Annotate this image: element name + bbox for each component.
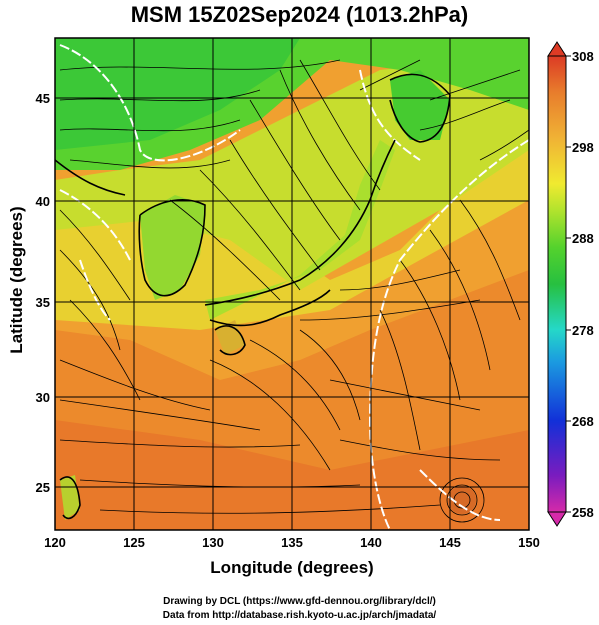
x-tick: 140 [360, 535, 382, 550]
y-tick: 30 [36, 390, 50, 405]
x-tick: 150 [518, 535, 540, 550]
colorbar-tick: 288 [572, 231, 594, 246]
y-tick: 40 [36, 194, 50, 209]
lat-lon-grid [55, 38, 529, 530]
x-tick: 120 [44, 535, 66, 550]
colorbar: 308 298 288 278 268 258 [547, 41, 594, 527]
colorbar-max-arrow [547, 41, 567, 57]
credit-data: Data from http://database.rish.kyoto-u.a… [162, 610, 437, 621]
colorbar-bar [547, 55, 567, 513]
y-tick: 25 [36, 480, 50, 495]
y-tick: 35 [36, 295, 50, 310]
colorbar-min-arrow [547, 511, 567, 527]
x-tick: 145 [439, 535, 461, 550]
colorbar-tick: 268 [572, 414, 594, 429]
colorbar-tick: 298 [572, 140, 594, 155]
isotherm-contours [59, 44, 529, 530]
colorbar-tick: 278 [572, 323, 594, 338]
y-tick: 45 [36, 91, 50, 106]
colorbar-tick: 308 [572, 49, 594, 64]
credit-drawing: Drawing by DCL (https://www.gfd-dennou.o… [163, 596, 436, 607]
x-axis-ticks: 120 125 130 135 140 145 150 [44, 535, 540, 550]
x-tick: 130 [202, 535, 224, 550]
x-axis-label: Longitude (degrees) [210, 558, 374, 577]
y-axis-ticks: 25 30 35 40 45 [36, 91, 50, 495]
wind-streamlines [59, 59, 529, 523]
x-tick: 125 [123, 535, 145, 550]
plot-frame [54, 37, 530, 531]
coastlines [55, 73, 451, 520]
x-tick: 135 [281, 535, 303, 550]
colorbar-tick: 258 [572, 505, 594, 520]
map-title: MSM 15Z02Sep2024 (1013.2hPa) [130, 2, 469, 27]
